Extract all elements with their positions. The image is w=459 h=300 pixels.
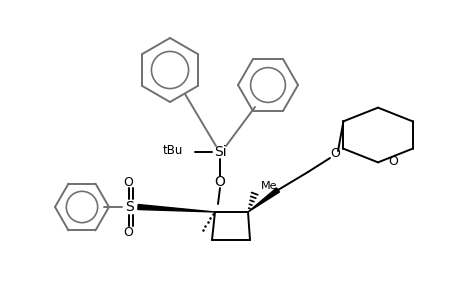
Text: tBu: tBu xyxy=(162,143,183,157)
Text: Si: Si xyxy=(213,145,226,159)
Text: S: S xyxy=(125,200,134,214)
Polygon shape xyxy=(138,205,214,212)
Text: O: O xyxy=(330,146,339,160)
Text: O: O xyxy=(123,226,133,238)
Text: O: O xyxy=(387,155,397,168)
Text: O: O xyxy=(123,176,133,188)
Text: Me: Me xyxy=(260,181,277,191)
Polygon shape xyxy=(247,188,279,212)
Text: O: O xyxy=(214,175,225,189)
